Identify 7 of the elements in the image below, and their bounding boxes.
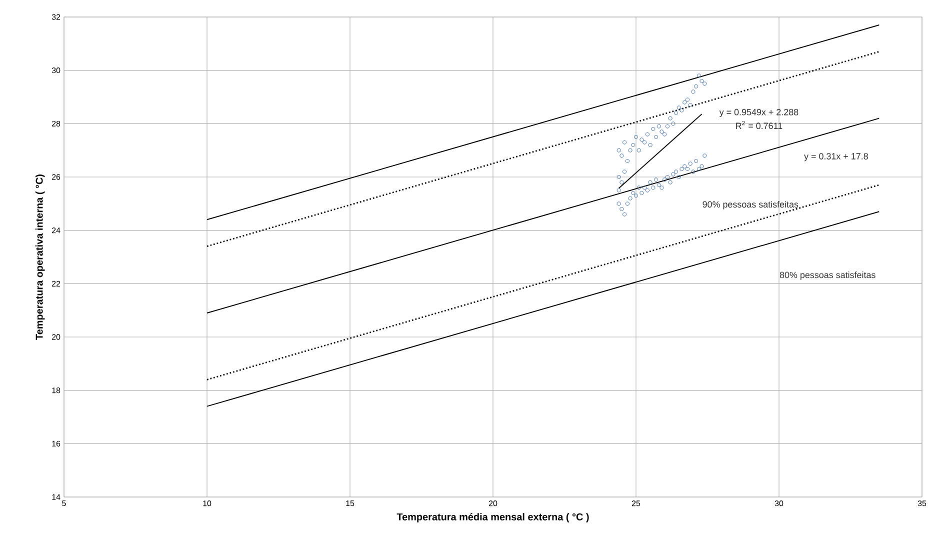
annotation: 90% pessoas satisfeitas	[702, 200, 798, 210]
y-axis-title: Temperatura operativa interna ( °C)	[35, 174, 45, 340]
annotation: 80% pessoas satisfeitas	[780, 272, 876, 280]
annotation: R$^{2}$ = 0.7611	[736, 120, 782, 130]
annotation: y = 0.31x + 17.8	[804, 153, 868, 162]
annotation: y = 0.9549x + 2.288	[719, 108, 798, 118]
x-axis-title: Temperatura média mensal externa ( °C )	[396, 512, 589, 522]
